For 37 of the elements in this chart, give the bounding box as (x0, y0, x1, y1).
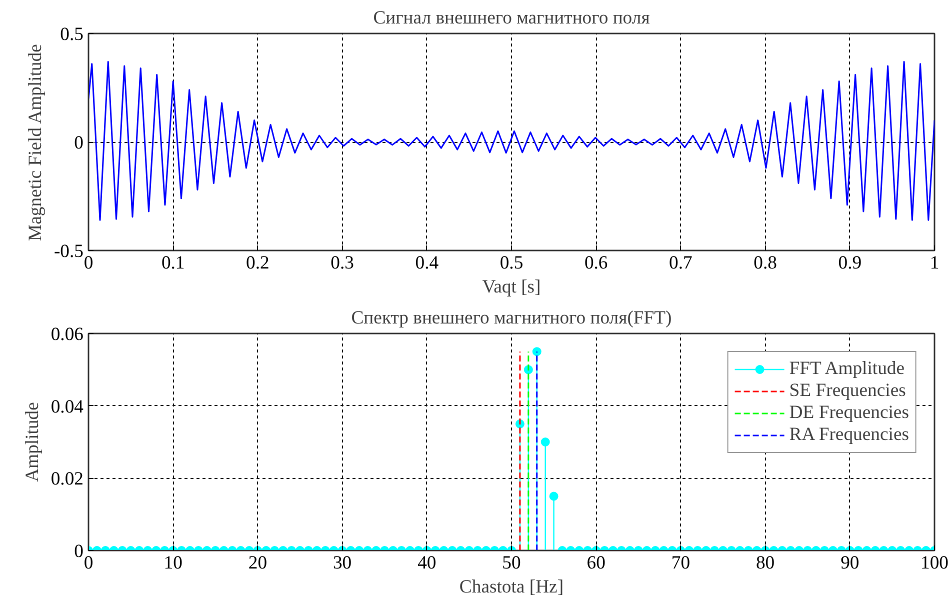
x-axis-title: Chastota [Hz] (459, 576, 564, 598)
x-tick-label: 10 (164, 552, 182, 574)
legend-label: RA Frequencies (789, 424, 909, 446)
y-tick-label: -0.5 (54, 241, 84, 262)
x-tick-label: 50 (502, 552, 521, 574)
x-tick-label: 30 (332, 552, 352, 574)
x-tick-label: 90 (840, 552, 860, 574)
x-tick-label: 100 (920, 552, 948, 574)
x-tick-label: 0.6 (584, 252, 608, 274)
x-tick-label: 20 (248, 552, 268, 574)
x-tick-label: 70 (671, 552, 690, 574)
chart-title: Спектр внешнего магнитного поля(FFT) (351, 308, 672, 328)
line-series (88, 60, 934, 221)
legend-label: DE Frequencies (789, 402, 909, 424)
x-tick-label: 0.5 (500, 252, 524, 274)
x-tick-label: 0.2 (246, 252, 270, 274)
x-tick-label: 0.9 (838, 252, 862, 274)
y-tick-label: 0.04 (50, 396, 84, 418)
legend-label: FFT Amplitude (789, 358, 905, 380)
y-tick-label: 0.06 (50, 324, 84, 345)
x-tick-label: 0.1 (161, 252, 185, 274)
y-tick-label: 0.5 (60, 24, 84, 45)
x-tick-label: 0.3 (330, 252, 354, 274)
x-tick-label: 1 (930, 252, 940, 274)
chart-title: Сигнал внешнего магнитного поля (373, 8, 650, 28)
x-tick-label: 0.4 (415, 252, 440, 274)
y-axis-title: Magnetic Field Amplitude (24, 44, 46, 241)
x-tick-label: 60 (586, 552, 606, 574)
x-tick-label: 40 (418, 552, 436, 574)
y-axis-title: Amplitude (22, 402, 43, 482)
y-tick-label: 0.02 (50, 468, 84, 490)
y-tick-label: 0 (74, 132, 84, 154)
x-tick-label: 80 (756, 552, 775, 574)
x-tick-label: 0.8 (754, 252, 777, 274)
legend-label: SE Frequencies (789, 380, 906, 402)
x-tick-label: 0.7 (669, 252, 692, 274)
x-axis-title: Vaqt [s] (482, 276, 541, 298)
